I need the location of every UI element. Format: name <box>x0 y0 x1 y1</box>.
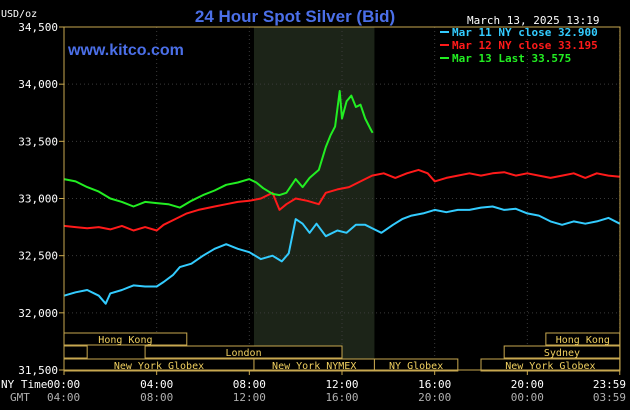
market-session-label: London <box>225 348 261 359</box>
y-tick-label: 34,500 <box>18 21 58 34</box>
series-line <box>63 168 620 232</box>
legend-entry: Mar 11 NY close 32.900 <box>452 26 598 39</box>
x-tick-label-ny: 00:00 <box>47 378 80 391</box>
market-session-bar <box>144 345 343 359</box>
x-tick-label-gmt: 12:00 <box>233 391 266 404</box>
market-session-label: NY Globex <box>389 361 443 372</box>
x-tick-label-gmt: 08:00 <box>140 391 173 404</box>
market-session-label: Sydney <box>544 348 580 359</box>
x-tick-label-ny: 16:00 <box>418 378 451 391</box>
plot-frame <box>63 26 621 371</box>
y-tick-label: 31,500 <box>18 364 58 377</box>
x-tick-label-ny: 23:59 <box>593 378 626 391</box>
chart-timestamp: March 13, 2025 13:19 <box>467 14 599 27</box>
chart-title: 24 Hour Spot Silver (Bid) <box>195 7 395 26</box>
y-tick-label: 32,000 <box>18 307 58 320</box>
series-line <box>63 90 374 209</box>
x-tick-label-gmt: 03:59 <box>593 391 626 404</box>
x-tick-label-ny: 20:00 <box>511 378 544 391</box>
x-tick-label-gmt: 20:00 <box>418 391 451 404</box>
y-tick-label: 33,000 <box>18 193 58 206</box>
ny-time-label: NY Time <box>1 378 47 391</box>
legend-entry: Mar 12 NY close 33.195 <box>452 39 598 52</box>
y-axis-label: USD/oz <box>1 9 37 20</box>
x-tick-label-gmt: 04:00 <box>47 391 80 404</box>
market-session-label: New York NYMEX <box>272 361 356 372</box>
x-tick-label-gmt: 00:00 <box>511 391 544 404</box>
x-tick-label-ny: 12:00 <box>325 378 358 391</box>
market-session-bar <box>373 358 459 372</box>
x-tick-label-ny: 04:00 <box>140 378 173 391</box>
y-tick-label: 34,000 <box>18 78 58 91</box>
market-session-bar <box>63 345 88 359</box>
gmt-label: GMT <box>10 391 30 404</box>
market-session-label: Hong Kong <box>556 335 610 346</box>
legend-entry: Mar 13 Last 33.575 <box>452 52 571 65</box>
x-tick-label-ny: 08:00 <box>233 378 266 391</box>
y-tick-label: 32,500 <box>18 250 58 263</box>
series-line <box>63 205 621 305</box>
x-tick-label-gmt: 16:00 <box>325 391 358 404</box>
market-session-label: New York Globex <box>114 361 204 372</box>
market-session-label: Hong Kong <box>98 335 152 346</box>
y-tick-label: 33,500 <box>18 135 58 148</box>
website-watermark: www.kitco.com <box>67 42 184 59</box>
market-session-label: New York Globex <box>505 361 595 372</box>
